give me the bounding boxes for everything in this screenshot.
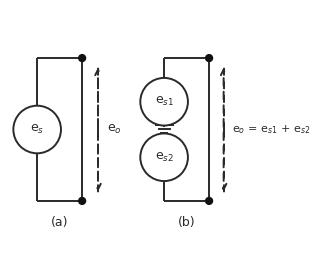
Circle shape: [140, 133, 188, 181]
Text: e$_{s2}$: e$_{s2}$: [155, 151, 173, 164]
Circle shape: [206, 197, 212, 204]
Text: e$_o$: e$_o$: [107, 123, 122, 136]
Text: e$_{s1}$: e$_{s1}$: [154, 95, 174, 108]
Text: (b): (b): [178, 215, 195, 229]
Circle shape: [79, 197, 85, 204]
Circle shape: [13, 106, 61, 153]
Circle shape: [140, 78, 188, 126]
Text: e$_s$: e$_s$: [30, 123, 44, 136]
Circle shape: [79, 55, 85, 62]
Text: e$_o$ = e$_{s1}$ + e$_{s2}$: e$_o$ = e$_{s1}$ + e$_{s2}$: [232, 123, 310, 136]
Text: (a): (a): [51, 215, 68, 229]
Circle shape: [206, 55, 212, 62]
